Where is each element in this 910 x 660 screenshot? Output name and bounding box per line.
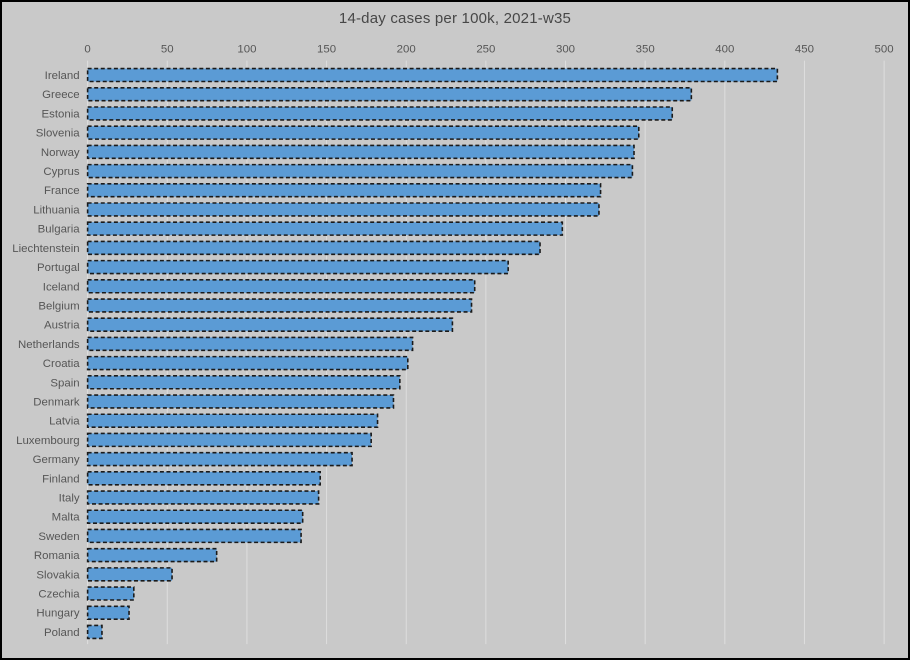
category-label: Luxembourg [16,435,80,447]
bar[interactable] [86,67,779,83]
bar[interactable] [86,605,130,620]
category-label: Lithuania [33,204,80,216]
bar[interactable] [86,317,454,332]
bar[interactable] [86,471,321,486]
category-label: Poland [44,627,80,639]
bar[interactable] [86,202,600,217]
category-label: Denmark [33,396,80,408]
bar[interactable] [86,394,395,409]
bar[interactable] [86,509,304,524]
category-label: Slovakia [36,569,80,581]
bar[interactable] [86,490,320,505]
x-tick-label: 150 [317,44,336,56]
bar[interactable] [86,163,634,179]
bar[interactable] [86,298,473,313]
category-label: Romania [34,550,80,562]
bar[interactable] [86,125,640,140]
bar[interactable] [86,624,103,640]
category-label: Germany [33,454,80,466]
bar[interactable] [86,547,218,563]
category-label: Portugal [37,262,80,274]
category-label: Spain [50,377,79,389]
category-label: Austria [44,320,80,332]
bar[interactable] [86,528,302,544]
chart-title: 14-day cases per 100k, 2021-w35 [338,10,572,27]
bar[interactable] [86,586,135,601]
bar[interactable] [86,432,372,448]
bar[interactable] [86,221,564,236]
category-label: Belgium [38,300,79,312]
bar[interactable] [86,451,353,467]
bar[interactable] [86,567,173,582]
category-label: France [44,185,80,197]
bar[interactable] [86,87,693,102]
category-label: Slovenia [36,128,80,140]
x-tick-label: 200 [397,44,416,56]
category-label: Latvia [49,416,80,428]
category-label: Netherlands [18,339,80,351]
x-tick-label: 0 [84,44,90,56]
bar[interactable] [86,336,414,352]
category-label: Estonia [42,108,81,120]
category-label: Greece [42,89,80,101]
bar[interactable] [86,355,409,371]
x-tick-label: 300 [556,44,575,56]
category-label: Norway [41,147,80,159]
bar[interactable] [86,279,476,294]
bar[interactable] [86,106,674,121]
bar[interactable] [86,375,401,390]
category-label: Malta [52,512,81,524]
x-tick-label: 500 [875,44,894,56]
bar[interactable] [86,259,509,275]
x-tick-label: 400 [715,44,734,56]
x-tick-label: 250 [476,44,495,56]
bar[interactable] [86,144,635,160]
category-label: Bulgaria [38,224,81,236]
category-label: Sweden [38,531,79,543]
category-label: Croatia [43,358,80,370]
category-label: Hungary [36,608,79,620]
category-label: Ireland [45,70,80,82]
category-label: Liechtenstein [12,243,79,255]
category-label: Czechia [38,589,80,601]
category-label: Finland [42,473,80,485]
x-tick-label: 100 [237,44,256,56]
category-label: Italy [59,493,80,505]
x-tick-label: 50 [161,44,174,56]
bar[interactable] [86,240,541,256]
x-tick-label: 350 [636,44,655,56]
category-label: Iceland [43,281,80,293]
category-label: Cyprus [43,166,79,178]
bar[interactable] [86,183,602,198]
x-tick-label: 450 [795,44,814,56]
bar[interactable] [86,413,379,428]
